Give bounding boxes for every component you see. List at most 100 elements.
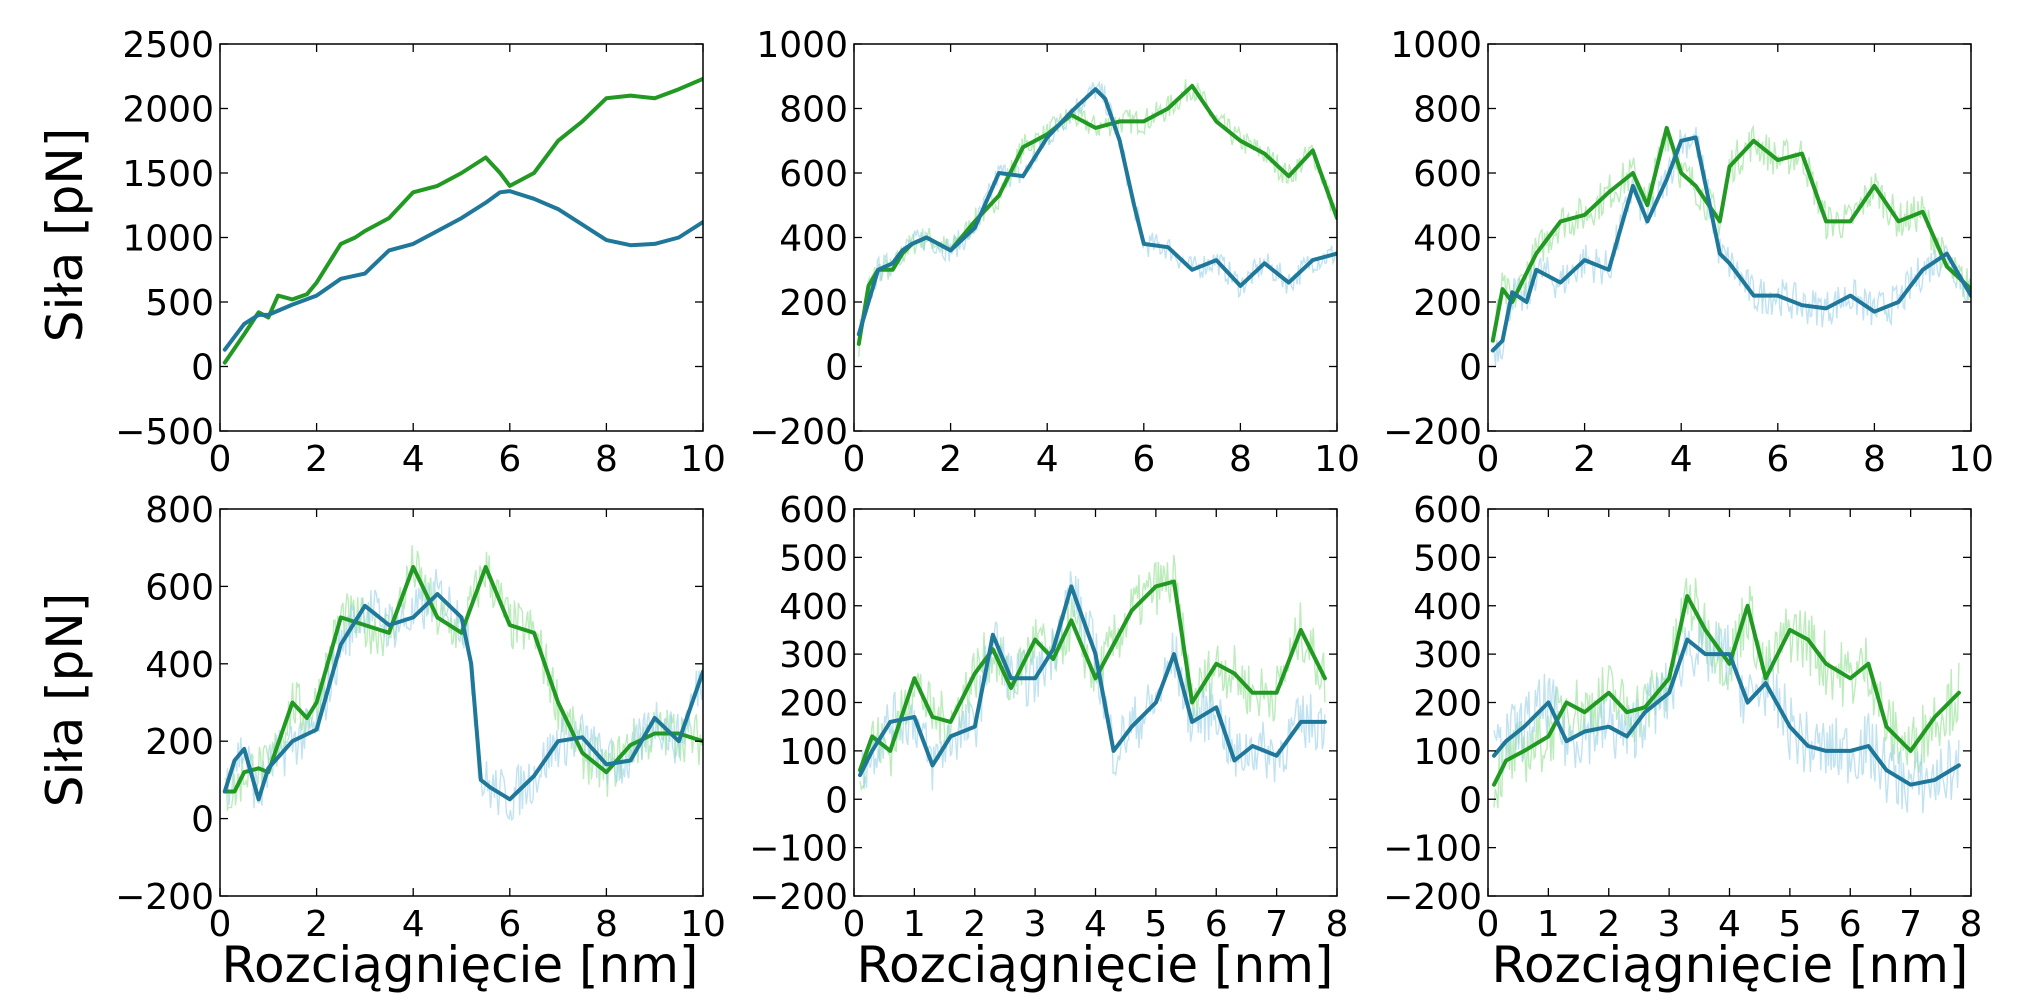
x-axis-label-right: Rozciągnięcie [nm] — [1492, 936, 1969, 994]
y-tick-label: −200 — [1383, 877, 1482, 918]
y-tick-label: 500 — [145, 283, 214, 324]
y-tick-label: 600 — [779, 490, 848, 531]
x-tick-label: 4 — [1036, 439, 1059, 480]
raw-trace-green — [858, 79, 1337, 357]
y-axis-label-bottom: Siła [pN] — [36, 593, 94, 808]
series-line-blue — [1490, 135, 1971, 353]
x-tick-label: 0 — [1477, 439, 1500, 480]
y-tick-label: 200 — [1413, 684, 1482, 725]
x-tick-label: 10 — [680, 439, 726, 480]
x-tick-label: 7 — [1899, 904, 1922, 945]
x-tick-label: 8 — [1863, 439, 1886, 480]
x-tick-label: 0 — [209, 439, 232, 480]
x-tick-label: 2 — [305, 439, 328, 480]
y-tick-label: 1000 — [756, 25, 848, 66]
series-line-blue — [856, 87, 1337, 337]
y-tick-label: 600 — [779, 154, 848, 195]
plot-frame — [1487, 43, 1972, 432]
series-line-blue — [858, 584, 1327, 778]
raw-trace-blue — [1492, 127, 1971, 366]
x-tick-label: 10 — [680, 904, 726, 945]
x-tick-label: 1 — [1537, 904, 1560, 945]
x-tick-label: 2 — [939, 439, 962, 480]
x-tick-label: 0 — [843, 904, 866, 945]
y-tick-label: 600 — [145, 567, 214, 608]
x-tick-label: 6 — [1839, 904, 1862, 945]
y-tick-label: 2500 — [122, 25, 214, 66]
x-tick-label: 2 — [1597, 904, 1620, 945]
x-tick-label: 4 — [1718, 904, 1741, 945]
y-tick-label: 0 — [1459, 780, 1482, 821]
x-tick-label: 4 — [402, 439, 425, 480]
x-tick-label: 8 — [595, 904, 618, 945]
x-tick-label: 6 — [1132, 439, 1155, 480]
y-tick-label: 400 — [145, 645, 214, 686]
x-axis-label-left: Rozciągnięcie [nm] — [222, 936, 699, 994]
raw-trace-blue — [1493, 617, 1960, 814]
raw-trace-blue — [224, 569, 703, 822]
raw-trace-green — [224, 545, 703, 813]
y-tick-label: −200 — [749, 412, 848, 453]
y-tick-label: 0 — [191, 800, 214, 841]
series-line-blue — [1492, 637, 1961, 787]
y-tick-label: 100 — [1413, 732, 1482, 773]
y-tick-label: 400 — [1413, 219, 1482, 260]
x-tick-label: 3 — [1024, 904, 1047, 945]
y-tick-label: −500 — [115, 412, 214, 453]
raw-trace-blue — [858, 80, 1337, 345]
raw-trace-green — [1492, 124, 1971, 338]
x-tick-label: 2 — [305, 904, 328, 945]
x-tick-label: 10 — [1314, 439, 1360, 480]
y-tick-label: 400 — [1413, 587, 1482, 628]
y-tick-label: 800 — [145, 490, 214, 531]
y-tick-label: 600 — [1413, 154, 1482, 195]
x-tick-label: 4 — [1084, 904, 1107, 945]
y-tick-label: 800 — [779, 90, 848, 131]
y-tick-label: 0 — [825, 348, 848, 389]
y-tick-label: 400 — [779, 219, 848, 260]
x-tick-label: 2 — [1573, 439, 1596, 480]
series-line-green — [1490, 125, 1971, 343]
series-line-green — [222, 76, 703, 365]
y-tick-label: 600 — [1413, 490, 1482, 531]
x-axis-label-middle: Rozciągnięcie [nm] — [857, 936, 1334, 994]
x-tick-label: 2 — [963, 904, 986, 945]
plot-frame — [219, 43, 704, 432]
x-tick-label: 0 — [209, 904, 232, 945]
x-tick-label: 0 — [843, 439, 866, 480]
y-tick-label: 300 — [1413, 635, 1482, 676]
plot-frame — [219, 508, 704, 897]
y-tick-label: 0 — [191, 348, 214, 389]
y-tick-label: 200 — [145, 722, 214, 763]
y-tick-label: 200 — [779, 684, 848, 725]
x-tick-label: 3 — [1658, 904, 1681, 945]
y-tick-label: 1000 — [122, 219, 214, 260]
y-tick-label: 200 — [1413, 283, 1482, 324]
x-tick-label: 8 — [1960, 904, 1983, 945]
y-tick-label: −100 — [749, 829, 848, 870]
x-tick-label: 1 — [903, 904, 926, 945]
y-tick-label: 1500 — [122, 154, 214, 195]
x-tick-label: 4 — [1670, 439, 1693, 480]
y-tick-label: 800 — [1413, 90, 1482, 131]
x-tick-label: 8 — [1229, 439, 1252, 480]
x-tick-label: 6 — [498, 439, 521, 480]
x-tick-label: 6 — [1766, 439, 1789, 480]
x-tick-label: 6 — [1205, 904, 1228, 945]
x-tick-label: 10 — [1948, 439, 1994, 480]
y-tick-label: −200 — [749, 877, 848, 918]
x-tick-label: 5 — [1144, 904, 1167, 945]
series-line-green — [1492, 594, 1961, 787]
x-tick-label: 6 — [498, 904, 521, 945]
y-tick-label: 400 — [779, 587, 848, 628]
y-tick-label: 1000 — [1390, 25, 1482, 66]
y-axis-label-top: Siła [pN] — [36, 128, 94, 343]
y-tick-label: −100 — [1383, 829, 1482, 870]
x-tick-label: 5 — [1778, 904, 1801, 945]
